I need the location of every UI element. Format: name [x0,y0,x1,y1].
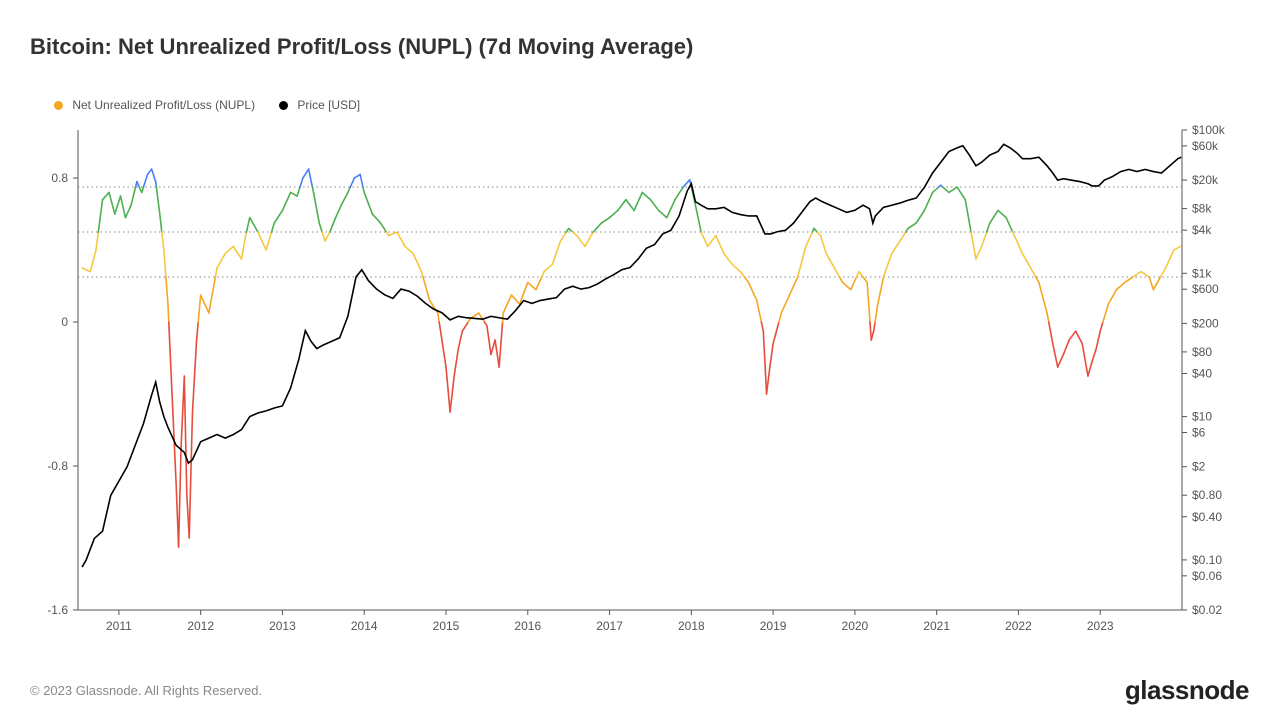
svg-text:$0.06: $0.06 [1192,569,1222,583]
svg-text:2020: 2020 [842,619,869,633]
legend: Net Unrealized Profit/Loss (NUPL) Price … [54,98,360,112]
svg-text:-0.8: -0.8 [47,459,68,473]
svg-text:2014: 2014 [351,619,378,633]
chart-title: Bitcoin: Net Unrealized Profit/Loss (NUP… [30,34,693,60]
svg-text:2018: 2018 [678,619,705,633]
svg-text:$2: $2 [1192,460,1206,474]
brand-logo: glassnode [1125,675,1249,706]
svg-text:$8k: $8k [1192,202,1212,216]
svg-text:$80: $80 [1192,345,1212,359]
svg-text:0.8: 0.8 [51,171,68,185]
svg-text:2019: 2019 [760,619,787,633]
svg-text:$6: $6 [1192,426,1206,440]
svg-text:$0.80: $0.80 [1192,488,1222,502]
legend-dot-nupl [54,101,63,110]
legend-item-price: Price [USD] [279,98,360,112]
copyright-footer: © 2023 Glassnode. All Rights Reserved. [30,683,262,698]
svg-text:$0.10: $0.10 [1192,553,1222,567]
svg-text:2017: 2017 [596,619,623,633]
svg-text:$4k: $4k [1192,223,1212,237]
svg-text:-1.6: -1.6 [47,603,68,617]
svg-text:$0.40: $0.40 [1192,510,1222,524]
svg-text:2011: 2011 [106,619,132,633]
chart-area: 0.8 0 -0.8 -1.6 $100k $60k $20k $8k $4k $1k $600 $2… [30,120,1250,640]
svg-text:$20k: $20k [1192,173,1219,187]
svg-text:2023: 2023 [1087,619,1114,633]
svg-text:2021: 2021 [923,619,950,633]
legend-label-price: Price [USD] [297,98,360,112]
svg-text:2016: 2016 [514,619,541,633]
svg-text:2013: 2013 [269,619,296,633]
legend-dot-price [279,101,288,110]
svg-text:0: 0 [61,315,68,329]
svg-text:$600: $600 [1192,282,1219,296]
svg-text:$10: $10 [1192,410,1212,424]
legend-label-nupl: Net Unrealized Profit/Loss (NUPL) [72,98,255,112]
svg-text:$0.02: $0.02 [1192,603,1222,617]
svg-text:$60k: $60k [1192,139,1219,153]
svg-text:2022: 2022 [1005,619,1032,633]
svg-text:$100k: $100k [1192,123,1226,137]
svg-text:2012: 2012 [187,619,214,633]
svg-text:$1k: $1k [1192,266,1212,280]
svg-text:$40: $40 [1192,366,1212,380]
svg-text:2015: 2015 [433,619,460,633]
legend-item-nupl: Net Unrealized Profit/Loss (NUPL) [54,98,255,112]
svg-text:$200: $200 [1192,316,1219,330]
chart-svg: 0.8 0 -0.8 -1.6 $100k $60k $20k $8k $4k $1k $600 $2… [30,120,1250,640]
